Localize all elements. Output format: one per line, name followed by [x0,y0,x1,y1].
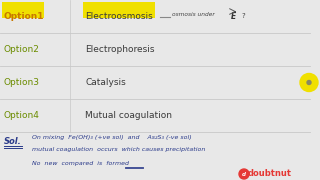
Circle shape [239,169,249,179]
Text: On mixing  Fe(OH)₃ (+ve sol)  and    As₂S₃ (-ve sol): On mixing Fe(OH)₃ (+ve sol) and As₂S₃ (-… [32,134,192,140]
Text: No  new  compared  is  formed: No new compared is formed [32,161,129,165]
Text: Catalysis: Catalysis [85,78,126,87]
Text: ?: ? [241,12,245,19]
Text: E: E [231,12,236,21]
Text: Mutual coagulation: Mutual coagulation [85,111,172,120]
Text: Option4: Option4 [4,111,40,120]
Text: Option1: Option1 [4,12,44,21]
Text: osmosis under: osmosis under [172,12,215,17]
Text: d: d [242,172,246,177]
Bar [2,2,44,18]
Text: mutual coagulation  occurs  which causes precipitation: mutual coagulation occurs which causes p… [32,147,205,152]
Text: doubtnut: doubtnut [248,170,292,179]
Text: Option2: Option2 [4,45,40,54]
Circle shape [307,80,311,84]
Text: Electrophoresis: Electrophoresis [85,45,155,54]
Bar [83,2,155,18]
Text: Electroosmosis: Electroosmosis [85,12,153,21]
Text: Option3: Option3 [4,78,40,87]
Circle shape [300,73,318,91]
Text: Sol.: Sol. [4,138,22,147]
